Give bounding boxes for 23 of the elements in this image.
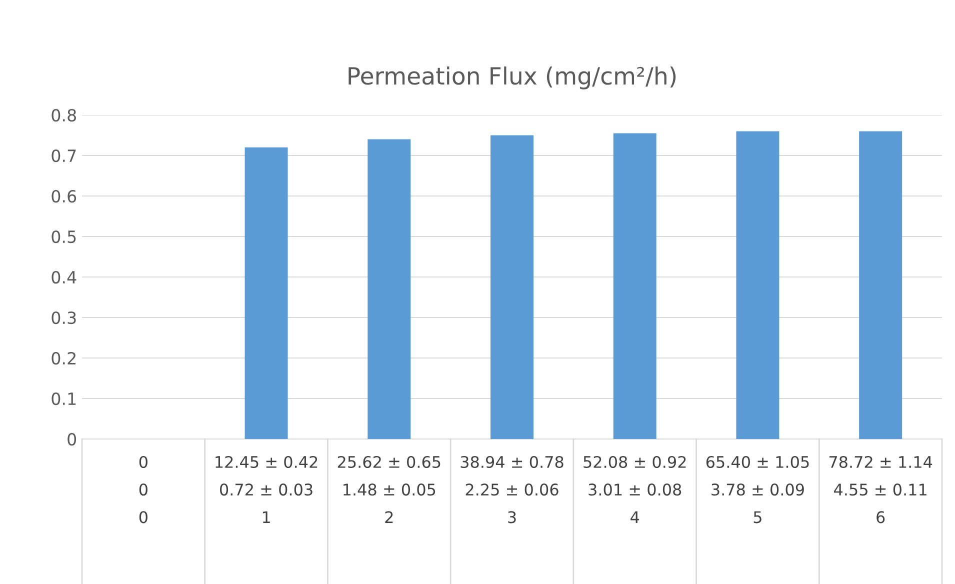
bar [859, 131, 902, 439]
bar [244, 147, 288, 439]
bar [613, 133, 656, 439]
y-tick-label: 0.1 [52, 392, 76, 406]
y-tick-label: 0.2 [52, 352, 76, 365]
y-tick-label: 0.7 [52, 149, 76, 162]
x-tick-label: 65.40 ± 1.05 3.78 ± 0.09 5 [706, 456, 809, 524]
x-tick-label: 0 0 0 [139, 456, 148, 524]
x-tick-label: 38.94 ± 0.78 2.25 ± 0.06 3 [460, 456, 564, 524]
bar [736, 131, 780, 439]
y-tick-label: 0.6 [52, 190, 76, 203]
bar [368, 139, 411, 439]
y-tick-label: 0.3 [52, 311, 76, 324]
y-tick-label: 0.5 [52, 230, 76, 244]
y-tick-label: 0.8 [52, 108, 76, 122]
x-tick-label: 25.62 ± 0.65 1.48 ± 0.05 2 [338, 456, 440, 523]
x-tick-label: 52.08 ± 0.92 3.01 ± 0.08 4 [584, 456, 686, 523]
chart-title: Permeation Flux (mg/cm²/h) [348, 66, 676, 90]
x-tick-label: 12.45 ± 0.42 0.72 ± 0.03 1 [216, 456, 318, 523]
bar [490, 135, 534, 439]
y-tick-label: 0.4 [52, 270, 76, 284]
x-tick-label: 78.72 ± 1.14 4.55 ± 0.11 6 [829, 456, 932, 524]
y-tick-label: 0 [68, 432, 76, 446]
